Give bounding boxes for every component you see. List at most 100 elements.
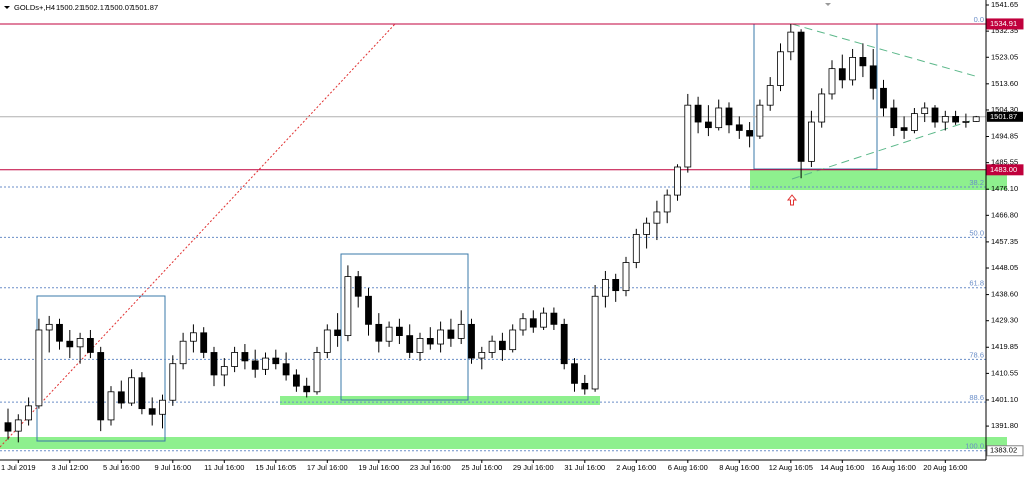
candle-body xyxy=(540,312,547,328)
candle-body xyxy=(169,363,177,401)
candle-body xyxy=(519,318,527,331)
header-low: 1500.07 xyxy=(106,3,133,12)
candle-body xyxy=(838,68,846,81)
candle-body xyxy=(66,340,74,348)
candle-body xyxy=(159,399,166,415)
candle-body xyxy=(282,363,290,376)
candle-body xyxy=(354,276,362,297)
y-tick-label: 1541.65 xyxy=(991,0,1018,9)
x-tick-label: 19 Jul 16:00 xyxy=(358,463,399,472)
candle-body xyxy=(251,360,259,370)
candle-body xyxy=(900,127,908,131)
candle-body xyxy=(828,68,836,95)
y-tick-label: 1523.05 xyxy=(991,52,1018,61)
plot: 0.0 38.2 50.0 61.8 78.6 88.6 100.0 xyxy=(0,15,986,452)
candle-body xyxy=(550,312,558,325)
candle-body xyxy=(571,363,578,384)
y-tick-label: 1419.85 xyxy=(991,342,1018,351)
candle-body xyxy=(45,323,53,331)
candle-body xyxy=(663,194,671,213)
candle-body xyxy=(189,332,197,342)
candle-body xyxy=(478,352,486,359)
trend-line xyxy=(0,23,396,448)
candle-body xyxy=(787,31,795,53)
triangle-line xyxy=(791,23,976,77)
candle-body xyxy=(231,352,239,367)
y-tick-label: 1494.85 xyxy=(991,131,1018,140)
x-tick-label: 17 Jul 16:00 xyxy=(307,463,348,472)
support-zone xyxy=(0,437,1007,449)
y-tick-label: 1448.05 xyxy=(991,263,1018,272)
candle-body xyxy=(880,87,887,109)
candle-body xyxy=(529,318,537,328)
price-label: 1383.02 xyxy=(990,446,1017,455)
x-tick-label: 2 Aug 16:00 xyxy=(616,463,656,472)
candle-body xyxy=(406,335,414,353)
candle-body xyxy=(334,329,342,337)
candle-body xyxy=(643,222,650,235)
candle-body xyxy=(725,107,733,126)
candle-body xyxy=(498,340,506,351)
bid-label: 1501.87 xyxy=(990,112,1017,121)
candle-body xyxy=(468,323,475,359)
x-tick-label: 3 Jul 12:00 xyxy=(51,463,88,472)
candle-body xyxy=(220,366,228,376)
candle-body xyxy=(581,382,589,390)
candle-body xyxy=(972,116,980,122)
candle-body xyxy=(447,329,455,339)
x-tick-label: 20 Aug 16:00 xyxy=(923,463,967,472)
candle-body xyxy=(416,338,424,353)
candle-body xyxy=(148,408,156,415)
bid-label-box xyxy=(987,111,1023,122)
candle-body xyxy=(921,107,929,115)
candle-body xyxy=(602,279,609,297)
candle-body xyxy=(97,352,105,421)
candle-body xyxy=(437,329,445,345)
x-tick-label: 29 Jul 16:00 xyxy=(513,463,554,472)
fibo-label: 100.0 xyxy=(965,442,984,451)
candle-body xyxy=(375,323,383,342)
candle-body xyxy=(457,323,465,339)
candle-body xyxy=(128,377,136,404)
y-tick-label: 1410.55 xyxy=(991,368,1018,377)
x-tick-label: 6 Aug 16:00 xyxy=(668,463,708,472)
candle-body xyxy=(797,31,805,162)
menu-icon[interactable] xyxy=(4,6,10,9)
candle-body xyxy=(890,107,898,129)
candle-body xyxy=(138,377,146,410)
fibo-label: 38.2 xyxy=(969,178,984,187)
candle-body xyxy=(323,329,331,353)
header-close: 1501.87 xyxy=(131,3,158,12)
y-tick-label: 1485.55 xyxy=(991,158,1018,167)
candle-body xyxy=(612,279,620,292)
y-tick-label: 1513.60 xyxy=(991,79,1018,88)
up-arrow xyxy=(786,194,798,206)
x-tick-label: 25 Jul 16:00 xyxy=(461,463,502,472)
price-label-box xyxy=(986,164,1024,176)
fibo-label: 88.6 xyxy=(969,393,984,402)
candle-body xyxy=(818,93,826,123)
candle-body xyxy=(303,385,311,393)
candle-body xyxy=(684,104,692,168)
header-high: 1502.17 xyxy=(81,3,108,12)
range-box xyxy=(340,253,469,401)
candle-body xyxy=(200,332,208,353)
price-label-box xyxy=(986,18,1024,30)
candle-body xyxy=(210,352,218,376)
candle-body xyxy=(808,121,815,162)
candle-body xyxy=(488,340,496,353)
y-tick-label: 1401.10 xyxy=(991,395,1018,404)
candle-body xyxy=(674,166,681,196)
chart-title: GOLDs+,H4 xyxy=(14,3,55,12)
y-tick-label: 1466.80 xyxy=(991,210,1018,219)
candle-body xyxy=(849,57,856,81)
y-tick-label: 1504.30 xyxy=(991,105,1018,114)
y-tick-label: 1476.10 xyxy=(991,184,1018,193)
support-zone xyxy=(750,169,1007,190)
candle-body xyxy=(35,329,43,407)
candle-body xyxy=(941,116,949,123)
candle-body xyxy=(869,65,877,89)
candle-body xyxy=(632,234,640,263)
x-tick-label: 31 Jul 16:00 xyxy=(564,463,605,472)
